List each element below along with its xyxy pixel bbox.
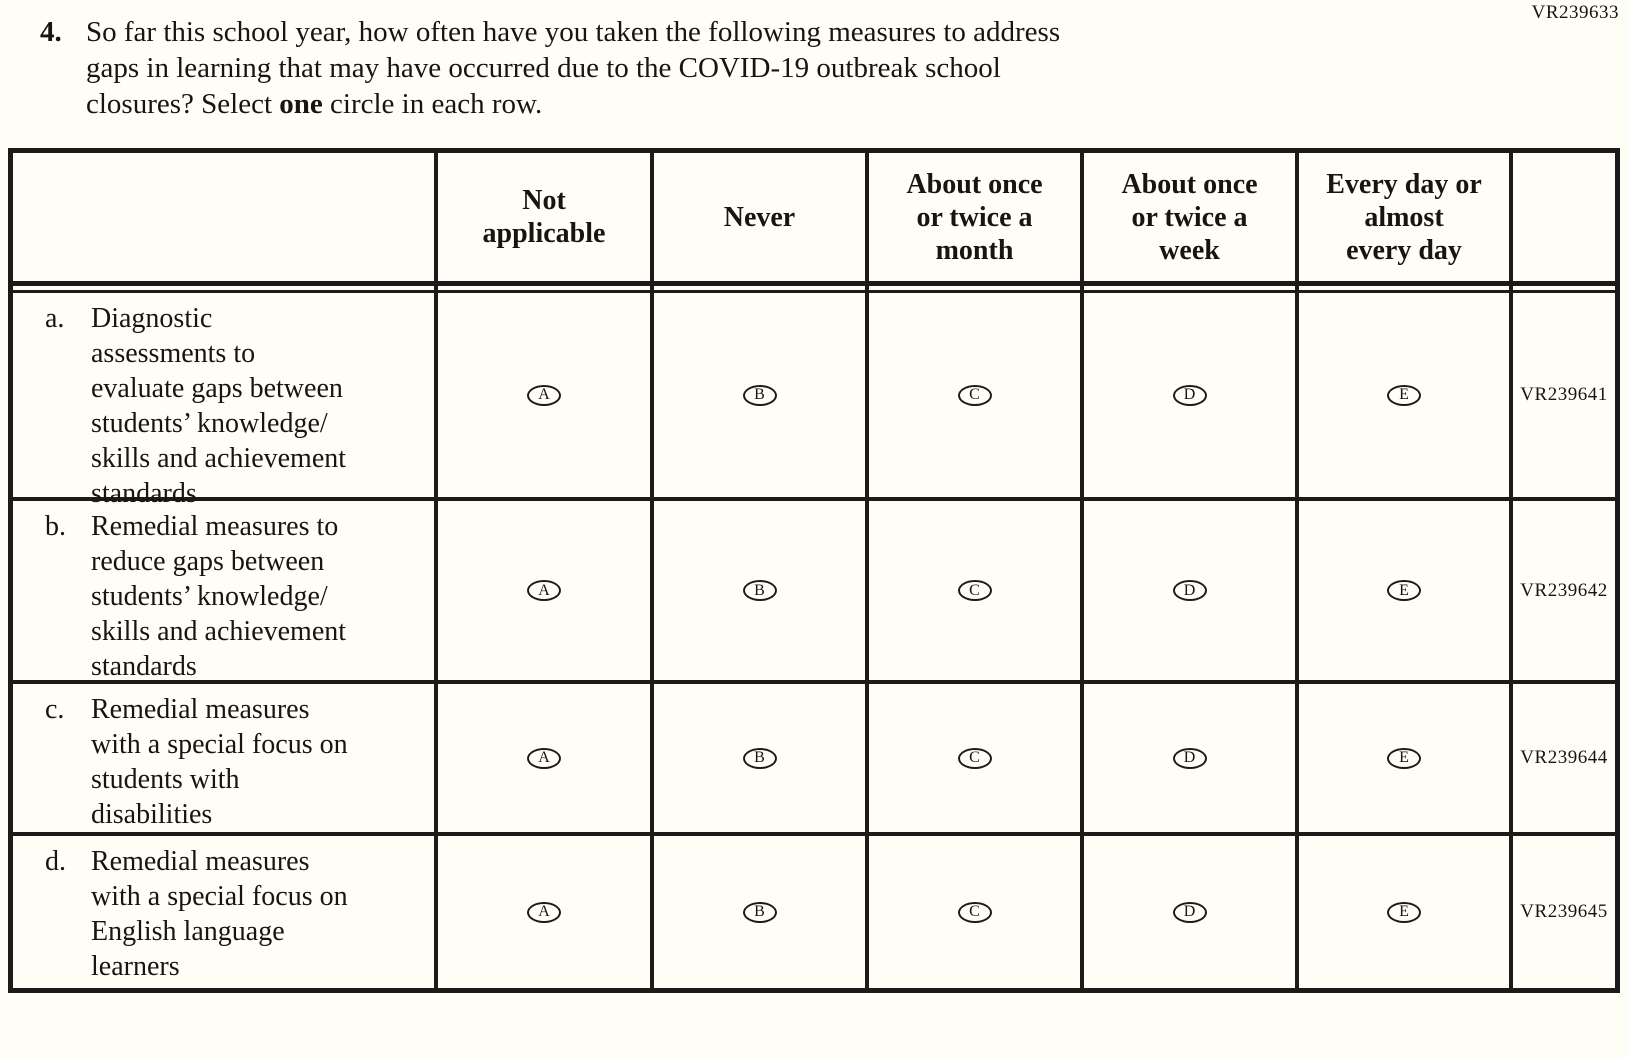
cell-d-not-applicable: A xyxy=(438,836,654,988)
header-separator xyxy=(13,281,438,293)
cell-a-never: B xyxy=(654,293,869,501)
cell-b-every-day: E xyxy=(1299,501,1513,684)
question-bold-word: one xyxy=(279,88,323,120)
option-bubble-b-E[interactable]: E xyxy=(1387,580,1421,601)
row-label-d: d. Remedial measures with a special focu… xyxy=(13,836,438,988)
row-text: Remedial measures with a special focus o… xyxy=(91,694,348,830)
row-letter: d. xyxy=(45,846,66,877)
cell-a-once-twice-month: C xyxy=(869,293,1084,501)
column-header-never: Never xyxy=(654,153,869,281)
option-bubble-d-C[interactable]: C xyxy=(957,901,992,923)
cell-c-every-day: E xyxy=(1299,684,1513,836)
form-code: VR239633 xyxy=(1531,2,1619,23)
question-text: So far this school year, how often have … xyxy=(86,14,1060,122)
row-text: Remedial measures to reduce gaps between… xyxy=(91,511,347,682)
option-bubble-c-D[interactable]: D xyxy=(1172,747,1207,769)
cell-b-not-applicable: A xyxy=(438,501,654,684)
row-letter: a. xyxy=(45,303,65,334)
option-letter: A xyxy=(538,386,550,403)
row-label-b: b. Remedial measures to reduce gaps betw… xyxy=(13,501,438,684)
question-text-before: So far this school year, how often have … xyxy=(86,16,1061,120)
option-letter: A xyxy=(538,903,550,920)
question-text-after: circle in each row. xyxy=(322,88,543,120)
option-bubble-c-C[interactable]: C xyxy=(957,747,992,769)
option-letter: C xyxy=(969,581,980,599)
row-code-d: VR239645 xyxy=(1520,901,1608,922)
cell-d-never: B xyxy=(654,836,869,988)
option-bubble-a-D[interactable]: D xyxy=(1172,384,1207,406)
option-bubble-b-C[interactable]: C xyxy=(957,580,992,601)
cell-b-once-twice-week: D xyxy=(1084,501,1299,684)
option-letter: B xyxy=(754,749,765,766)
row-text: Diagnostic assessments to evaluate gaps … xyxy=(91,303,347,509)
header-separator xyxy=(1299,281,1513,293)
cell-d-once-twice-week: D xyxy=(1084,836,1299,988)
option-letter: A xyxy=(538,749,550,766)
option-bubble-a-B[interactable]: B xyxy=(742,384,777,406)
option-letter: E xyxy=(1399,749,1409,766)
question-number: 4. xyxy=(40,16,62,48)
option-letter: D xyxy=(1183,749,1196,766)
cell-c-not-applicable: A xyxy=(438,684,654,836)
header-separator xyxy=(869,281,1084,293)
row-label-a: a. Diagnostic assessments to evaluate ga… xyxy=(13,293,438,509)
option-letter: C xyxy=(969,903,980,920)
header-separator xyxy=(1513,281,1615,293)
column-header-every-day: Every day or almost every day xyxy=(1299,153,1513,281)
option-bubble-a-E[interactable]: E xyxy=(1387,384,1421,406)
option-bubble-d-B[interactable]: B xyxy=(742,901,777,923)
column-header-code-blank xyxy=(1513,153,1615,281)
option-letter: B xyxy=(754,903,765,920)
response-table: Not applicable Never About once or twice… xyxy=(8,148,1620,993)
option-bubble-d-E[interactable]: E xyxy=(1387,901,1421,923)
option-letter: B xyxy=(754,386,765,403)
row-code-a: VR239641 xyxy=(1513,293,1615,501)
cell-b-once-twice-month: C xyxy=(869,501,1084,684)
option-letter: D xyxy=(1183,581,1196,599)
header-separator xyxy=(1084,281,1299,293)
column-header-blank xyxy=(13,153,438,281)
cell-b-never: B xyxy=(654,501,869,684)
cell-d-once-twice-month: C xyxy=(869,836,1084,988)
row-letter: b. xyxy=(45,511,66,542)
row-code-b: VR239642 xyxy=(1513,501,1615,684)
option-letter: E xyxy=(1399,386,1409,403)
option-bubble-d-A[interactable]: A xyxy=(527,901,561,923)
cell-c-once-twice-week: D xyxy=(1084,684,1299,836)
header-separator xyxy=(654,281,869,293)
option-bubble-d-D[interactable]: D xyxy=(1172,901,1207,923)
option-letter: D xyxy=(1183,903,1196,920)
option-letter: E xyxy=(1399,903,1409,920)
cell-c-once-twice-month: C xyxy=(869,684,1084,836)
column-header-once-twice-week: About once or twice a week xyxy=(1084,153,1299,281)
column-header-once-twice-month: About once or twice a month xyxy=(869,153,1084,281)
row-text: Remedial measures with a special focus o… xyxy=(91,846,348,982)
option-bubble-b-D[interactable]: D xyxy=(1172,580,1207,601)
option-bubble-a-C[interactable]: C xyxy=(957,384,992,406)
cell-a-not-applicable: A xyxy=(438,293,654,501)
option-bubble-c-A[interactable]: A xyxy=(527,747,561,769)
question: 4. So far this school year, how often ha… xyxy=(40,14,1629,122)
option-letter: A xyxy=(538,581,550,599)
option-bubble-a-A[interactable]: A xyxy=(527,384,561,406)
option-letter: B xyxy=(754,581,765,599)
option-letter: C xyxy=(969,749,980,766)
row-letter: c. xyxy=(45,694,65,725)
option-bubble-b-A[interactable]: A xyxy=(527,580,561,601)
option-bubble-c-E[interactable]: E xyxy=(1387,747,1421,769)
header-separator xyxy=(438,281,654,293)
option-letter: D xyxy=(1183,386,1196,403)
cell-a-every-day: E xyxy=(1299,293,1513,501)
cell-c-never: B xyxy=(654,684,869,836)
option-letter: E xyxy=(1399,581,1409,599)
row-label-c: c. Remedial measures with a special focu… xyxy=(13,684,438,836)
cell-a-once-twice-week: D xyxy=(1084,293,1299,501)
row-code-c: VR239644 xyxy=(1513,684,1615,836)
option-bubble-c-B[interactable]: B xyxy=(742,747,777,769)
column-header-not-applicable: Not applicable xyxy=(438,153,654,281)
option-bubble-b-B[interactable]: B xyxy=(742,580,777,601)
cell-d-every-day: E xyxy=(1299,836,1513,988)
option-letter: C xyxy=(969,386,980,403)
